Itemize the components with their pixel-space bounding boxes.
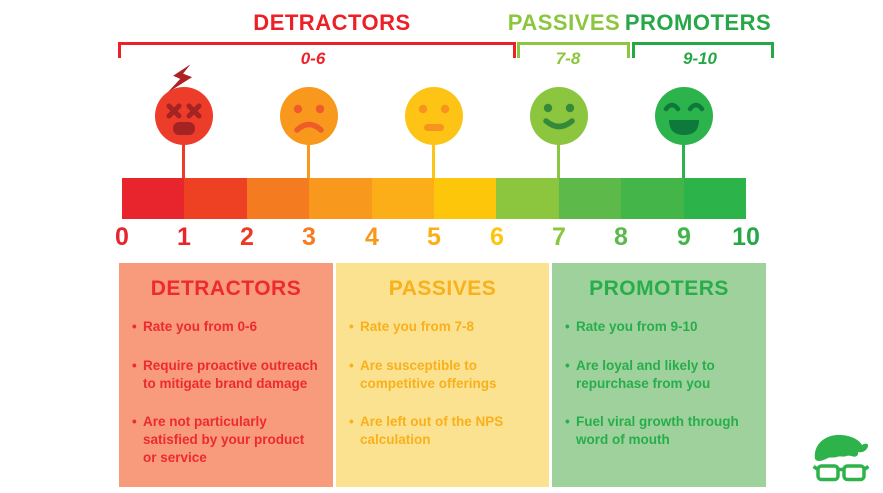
scale-number-8: 8	[614, 223, 628, 251]
list-item-text: Rate you from 0-6	[143, 319, 258, 334]
very-happy-face-icon	[655, 87, 713, 145]
scale-number-7: 7	[552, 223, 566, 251]
sad-face-icon	[280, 87, 338, 145]
score-scale-bar	[122, 178, 747, 219]
bracket-passives	[517, 42, 630, 58]
face-stem	[182, 143, 185, 179]
panel-passives: PASSIVES • Rate you from 7-8 • Are susce…	[336, 263, 549, 487]
scale-number-4: 4	[365, 223, 379, 251]
scale-segment	[434, 178, 497, 219]
panel-title: PASSIVES	[388, 277, 497, 300]
list-item: • Are susceptible to competitive offerin…	[349, 357, 536, 393]
scale-number-3: 3	[302, 223, 316, 251]
header-promoters: PROMOTERS	[624, 10, 772, 35]
happy-face-icon	[530, 87, 588, 145]
header-passives: PASSIVES	[507, 10, 621, 35]
face-stem	[307, 143, 310, 179]
range-label-promoters: 9-10	[674, 49, 726, 69]
dead-face-icon	[155, 87, 213, 145]
face-stem	[557, 143, 560, 179]
scale-number-1: 1	[177, 223, 191, 251]
scale-segment	[122, 178, 185, 219]
panel-detractors: DETRACTORS • Rate you from 0-6 • Require…	[119, 263, 333, 487]
scale-segment	[683, 178, 747, 219]
scale-number-2: 2	[240, 223, 254, 251]
list-item: • Require proactive outreach to mitigate…	[132, 357, 320, 393]
list-item: • Are loyal and likely to repurchase fro…	[565, 357, 753, 393]
bullet-icon: •	[132, 357, 137, 373]
bullet-icon: •	[565, 357, 570, 373]
list-item: • Rate you from 7-8	[349, 318, 536, 336]
list-item-text: Rate you from 7-8	[360, 319, 475, 334]
bullet-icon: •	[349, 357, 354, 373]
scale-segment	[184, 178, 247, 219]
bullet-icon: •	[349, 414, 354, 430]
list-item: • Rate you from 9-10	[565, 318, 753, 336]
list-item-text: Are not particularly satisfied by your p…	[143, 414, 305, 466]
neutral-face-icon	[405, 87, 463, 145]
bullet-icon: •	[132, 414, 137, 430]
scale-segment	[246, 178, 310, 219]
scale-segment	[621, 178, 684, 219]
bullet-icon: •	[132, 319, 137, 334]
list-item: • Fuel viral growth through word of mout…	[565, 413, 753, 449]
face-stem	[682, 143, 685, 179]
scale-number-6: 6	[490, 223, 504, 251]
bracket-promoters	[632, 42, 774, 58]
list-item-text: Rate you from 9-10	[576, 319, 698, 334]
list-item-text: Require proactive outreach to mitigate b…	[143, 357, 318, 391]
bullet-icon: •	[565, 319, 570, 334]
panel-promoters: PROMOTERS • Rate you from 9-10 • Are loy…	[552, 263, 766, 487]
scale-number-10: 10	[732, 223, 760, 251]
bracket-detractors	[118, 42, 516, 58]
range-label-passives: 7-8	[547, 49, 589, 69]
panel-title: DETRACTORS	[150, 277, 302, 300]
geek-head-logo	[812, 434, 870, 482]
face-stem	[432, 143, 435, 179]
range-label-detractors: 0-6	[292, 49, 334, 69]
list-item: • Rate you from 0-6	[132, 318, 320, 336]
scale-segment	[558, 178, 622, 219]
panel-title: PROMOTERS	[589, 277, 729, 300]
list-item-text: Are left out of the NPS calculation	[360, 414, 504, 448]
scale-number-5: 5	[427, 223, 441, 251]
scale-number-0: 0	[115, 223, 129, 251]
scale-segment	[496, 178, 559, 219]
list-item-text: Are loyal and likely to repurchase from …	[576, 357, 715, 391]
lightning-bolt-icon	[167, 64, 193, 93]
scale-number-9: 9	[677, 223, 691, 251]
list-item: • Are left out of the NPS calculation	[349, 413, 536, 449]
scale-segment	[309, 178, 372, 219]
list-item-text: Fuel viral growth through word of mouth	[576, 414, 739, 448]
header-detractors: DETRACTORS	[253, 10, 411, 35]
bullet-icon: •	[565, 414, 570, 430]
list-item: • Are not particularly satisfied by your…	[132, 413, 320, 466]
list-item-text: Are susceptible to competitive offerings	[360, 357, 497, 391]
bullet-icon: •	[349, 319, 354, 334]
scale-segment	[371, 178, 435, 219]
